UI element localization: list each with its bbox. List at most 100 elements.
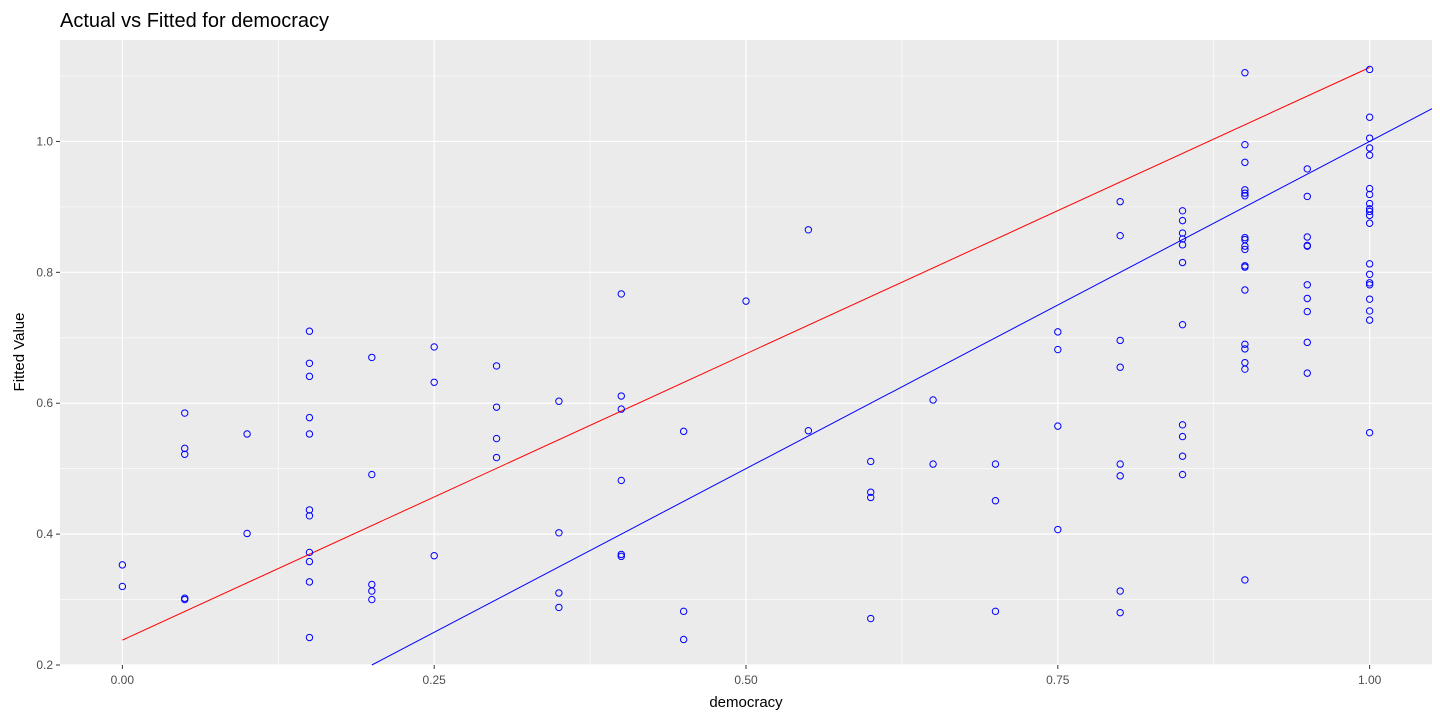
data-point (1365, 144, 1374, 152)
data-point (867, 614, 875, 623)
data-point (118, 582, 127, 591)
data-point (1054, 345, 1062, 354)
data-point (929, 396, 937, 404)
data-point (555, 529, 563, 537)
data-point (1365, 307, 1374, 315)
data-points (118, 65, 1374, 644)
data-point (867, 457, 875, 466)
data-point (1365, 134, 1374, 142)
data-point (1241, 158, 1249, 167)
data-point (1241, 192, 1249, 200)
data-point (1365, 151, 1374, 159)
data-point (991, 607, 1000, 616)
data-point (1365, 260, 1374, 268)
y-tick-label: 1.0 (36, 134, 53, 148)
data-point (929, 460, 937, 468)
y-tick-label: 0.2 (36, 658, 53, 672)
data-point (1116, 608, 1124, 617)
y-tick-label: 0.4 (36, 527, 53, 541)
data-point (1241, 263, 1249, 271)
data-point (1116, 336, 1124, 345)
reference-lines (122, 67, 1433, 666)
data-point (1365, 65, 1374, 74)
data-point (1365, 184, 1374, 193)
data-point (492, 434, 501, 443)
data-point (617, 552, 625, 561)
data-point (181, 409, 189, 417)
y-axis-ticks: 0.2 0.4 0.6 0.8 1.0 (36, 134, 60, 672)
x-tick-label: 0.50 (734, 673, 758, 687)
data-point (804, 226, 813, 234)
data-point (867, 488, 875, 496)
data-point (1178, 235, 1187, 243)
data-point (1241, 189, 1249, 197)
data-point (679, 427, 688, 436)
data-point (617, 476, 625, 485)
data-point (1241, 365, 1249, 373)
data-point (1303, 242, 1311, 250)
data-point (118, 561, 127, 569)
data-point (1241, 186, 1249, 194)
data-point (555, 589, 563, 597)
data-point (1365, 281, 1374, 289)
data-point (305, 548, 314, 557)
data-point (305, 512, 314, 520)
data-point (181, 450, 189, 458)
data-point (1054, 422, 1062, 430)
fit-line (122, 67, 1370, 641)
data-point (991, 460, 1000, 468)
data-point (492, 453, 501, 462)
data-point (1365, 190, 1374, 199)
data-point (1365, 219, 1374, 227)
data-point (1365, 295, 1374, 303)
data-point (1178, 216, 1187, 225)
data-point (305, 413, 314, 422)
data-point (679, 607, 688, 616)
x-tick-label: 0.75 (1046, 673, 1070, 687)
data-point (368, 470, 376, 479)
y-tick-label: 0.8 (36, 265, 53, 279)
data-point (305, 557, 314, 566)
x-tick-label: 1.00 (1358, 673, 1382, 687)
data-point (1116, 363, 1124, 371)
data-point (1178, 470, 1187, 479)
data-point (1303, 338, 1311, 347)
data-point (492, 362, 501, 370)
data-point (368, 353, 376, 362)
data-point (867, 493, 875, 502)
data-point (1116, 587, 1124, 595)
data-point (305, 327, 314, 335)
data-point (1365, 428, 1374, 437)
data-point (181, 444, 189, 453)
chart-title: Actual vs Fitted for democracy (60, 10, 329, 32)
data-point (679, 635, 688, 644)
data-point (1365, 113, 1374, 121)
data-point (1303, 294, 1311, 303)
y-tick-label: 0.6 (36, 396, 53, 410)
data-point (1241, 345, 1249, 353)
data-point (1241, 242, 1249, 250)
data-point (617, 405, 625, 413)
data-point (1241, 233, 1249, 242)
data-point (1241, 141, 1249, 149)
data-point (1178, 421, 1187, 429)
data-point (305, 430, 314, 438)
data-point (243, 430, 251, 438)
data-point (617, 290, 625, 298)
data-point (492, 403, 501, 411)
x-axis-title: democracy (709, 694, 783, 711)
y-axis-title: Fitted Value (11, 313, 28, 392)
data-point (617, 392, 625, 400)
data-point (1365, 207, 1374, 216)
data-point (1241, 245, 1249, 254)
data-point (1054, 525, 1062, 534)
data-point (991, 497, 1000, 505)
data-point (430, 343, 438, 351)
data-point (1303, 233, 1311, 241)
data-point (1054, 328, 1062, 336)
data-point (181, 595, 189, 604)
data-point (1178, 432, 1187, 441)
x-tick-label: 0.00 (111, 673, 135, 687)
data-point (243, 529, 251, 538)
